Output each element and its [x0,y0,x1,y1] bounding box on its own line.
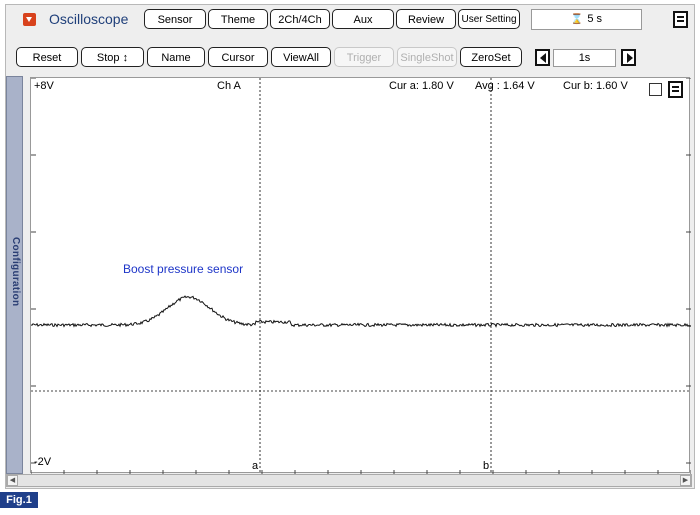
oscilloscope-plot[interactable]: +8V -2V Ch A Cur a: 1.80 V Avg : 1.64 V … [30,77,691,474]
user-setting-button[interactable]: User Setting [458,9,520,29]
window-menu-icon[interactable] [673,11,688,28]
cursor-a-label[interactable]: a [252,460,259,472]
cursor-b-readout: Cur b: 1.60 V [563,80,628,92]
aux-button[interactable]: Aux [332,9,394,29]
cursor-b-label[interactable]: b [483,460,490,472]
hourglass-icon: ⌛ [570,14,584,25]
sensor-button[interactable]: Sensor [144,9,206,29]
timebase-display: 1s [553,49,616,67]
readout-checkbox[interactable] [649,83,662,96]
channel-mode-button[interactable]: 2Ch/4Ch [270,9,330,29]
cursor-a-readout: Cur a: 1.80 V [389,80,454,92]
review-button[interactable]: Review [396,9,456,29]
view-all-button[interactable]: ViewAll [271,47,331,67]
plot-menu-icon[interactable] [668,81,683,98]
plot-ticks [31,78,691,474]
zero-set-button[interactable]: ZeroSet [460,47,522,67]
app-menu-icon[interactable] [23,13,36,26]
app-title: Oscilloscope [49,11,129,27]
cursor-button[interactable]: Cursor [208,47,268,67]
theme-button[interactable]: Theme [208,9,268,29]
top-scale-value: +8V [34,80,54,92]
reset-button[interactable]: Reset [16,47,78,67]
channel-label: Ch A [217,80,241,92]
configuration-panel-tab[interactable]: Configuration [6,76,23,474]
figure-label: Fig.1 [0,492,38,508]
horizontal-scrollbar[interactable]: ◀ ▶ [6,474,692,487]
bottom-scale-value: -2V [34,456,52,468]
timebase-decrease-icon[interactable] [535,49,550,66]
stop-button[interactable]: Stop ↕ [81,47,144,67]
waveform-trace [31,295,691,328]
timebase-increase-icon[interactable] [621,49,636,66]
signal-label: Boost pressure sensor [123,262,244,276]
average-readout: Avg : 1.64 V [475,80,535,92]
waveform-canvas [31,78,691,474]
scroll-left-icon[interactable]: ◀ [7,475,18,486]
record-time-value: 5 s [587,13,603,25]
single-shot-button[interactable]: SingleShot [397,47,457,67]
record-time-display: ⌛ 5 s [531,9,642,30]
configuration-label: Configuration [10,237,21,307]
scroll-right-icon[interactable]: ▶ [680,475,691,486]
name-button[interactable]: Name [147,47,205,67]
trigger-button[interactable]: Trigger [334,47,394,67]
